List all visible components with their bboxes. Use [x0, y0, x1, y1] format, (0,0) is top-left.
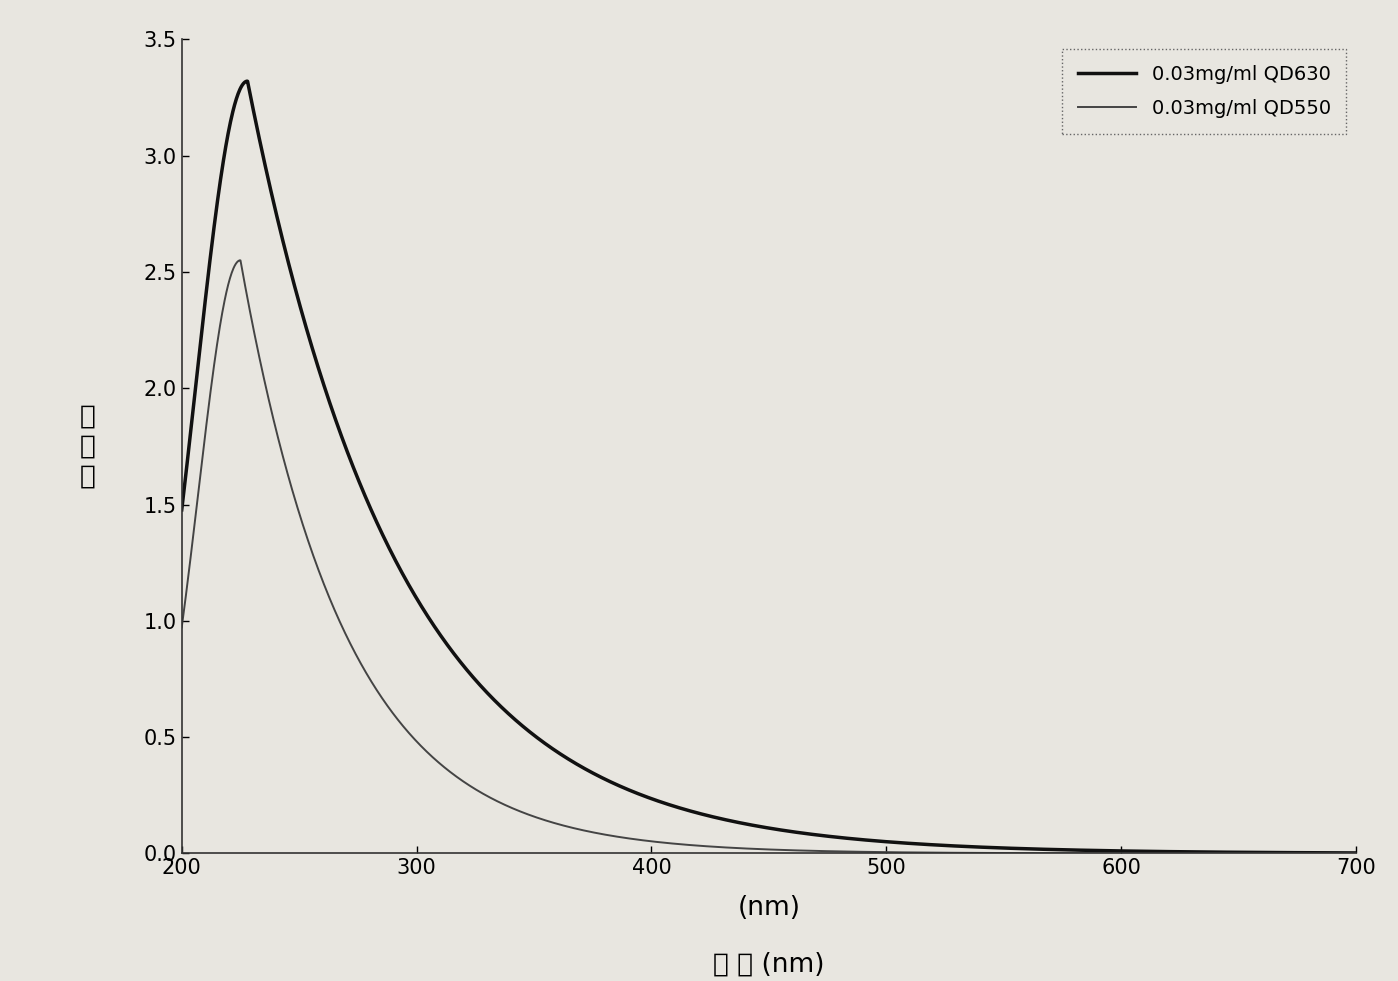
0.03mg/ml QD550 [1348, 848, 1364, 859]
0.03mg/ml QD630 [1348, 847, 1364, 858]
0.03mg/ml QD630 [173, 504, 190, 516]
0.03mg/ml QD550 [232, 254, 249, 266]
X-axis label: (nm): (nm) [737, 895, 801, 921]
0.03mg/ml QD630 [233, 80, 250, 92]
0.03mg/ml QD630 [714, 813, 731, 825]
0.03mg/ml QD630 [745, 819, 762, 831]
0.03mg/ml QD630 [1314, 847, 1331, 858]
0.03mg/ml QD550 [173, 622, 190, 634]
0.03mg/ml QD630 [1099, 845, 1116, 856]
0.03mg/ml QD630 [239, 76, 256, 87]
Text: 吸
光
度: 吸 光 度 [80, 403, 95, 490]
0.03mg/ml QD630 [1314, 847, 1331, 858]
Line: 0.03mg/ml QD630: 0.03mg/ml QD630 [182, 81, 1356, 852]
0.03mg/ml QD550 [1099, 848, 1116, 859]
0.03mg/ml QD550 [745, 843, 762, 854]
0.03mg/ml QD550 [714, 842, 731, 853]
Line: 0.03mg/ml QD550: 0.03mg/ml QD550 [182, 260, 1356, 853]
0.03mg/ml QD550 [1314, 848, 1331, 859]
0.03mg/ml QD550 [1314, 848, 1331, 859]
0.03mg/ml QD550 [233, 264, 250, 276]
Legend: 0.03mg/ml QD630, 0.03mg/ml QD550: 0.03mg/ml QD630, 0.03mg/ml QD550 [1062, 49, 1346, 133]
Text: 波 长 (nm): 波 长 (nm) [713, 952, 825, 977]
